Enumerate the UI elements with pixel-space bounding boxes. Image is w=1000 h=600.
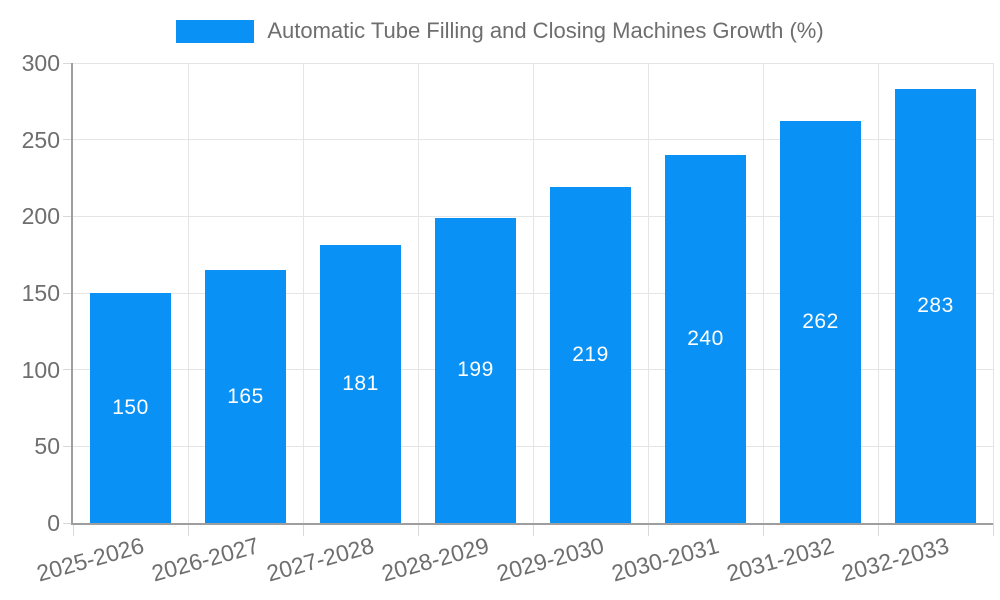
legend-swatch-icon (176, 19, 255, 43)
y-tick-mark (63, 369, 73, 371)
bar-2025-2026[interactable]: 150 (90, 293, 171, 523)
x-tick-mark (532, 523, 534, 536)
x-axis-tick-label: 2029-2030 (493, 532, 607, 587)
y-axis-tick-label: 0 (47, 510, 60, 536)
y-axis-tick-label: 100 (21, 356, 60, 383)
x-gridline (992, 63, 994, 523)
bar-value-label: 219 (572, 343, 609, 367)
y-axis-tick-label: 200 (21, 203, 60, 230)
x-tick-mark (72, 523, 74, 536)
x-tick-mark (762, 523, 764, 536)
x-axis-tick-label: 2028-2029 (378, 532, 492, 587)
x-axis-line (71, 523, 993, 525)
x-tick-mark (877, 523, 879, 536)
bar-2027-2028[interactable]: 181 (320, 245, 401, 523)
y-axis-tick-label: 50 (34, 433, 60, 460)
bar-value-label: 199 (457, 358, 494, 382)
x-tick-mark (187, 523, 189, 536)
x-tick-mark (417, 523, 419, 536)
x-tick-mark (302, 523, 304, 536)
x-axis-tick-label: 2030-2031 (608, 532, 722, 587)
y-axis-tick-label: 250 (21, 126, 60, 153)
y-axis-line (71, 63, 73, 523)
y-tick-mark (63, 62, 73, 64)
x-gridline (302, 63, 304, 523)
bar-2032-2033[interactable]: 283 (895, 89, 976, 523)
legend-label: Automatic Tube Filling and Closing Machi… (267, 18, 824, 43)
chart-legend[interactable]: Automatic Tube Filling and Closing Machi… (0, 18, 1000, 44)
bar-2028-2029[interactable]: 199 (435, 217, 516, 523)
x-axis-tick-label: 2027-2028 (263, 532, 377, 587)
bar-2029-2030[interactable]: 219 (550, 187, 631, 523)
x-tick-mark (992, 523, 994, 536)
bar-value-label: 181 (342, 372, 379, 396)
x-gridline (187, 63, 189, 523)
x-gridline (762, 63, 764, 523)
y-tick-mark (63, 215, 73, 217)
y-tick-mark (63, 139, 73, 141)
x-axis-tick-label: 2026-2027 (148, 532, 262, 587)
bar-value-label: 283 (917, 294, 954, 318)
bar-value-label: 240 (687, 327, 724, 350)
bar-2026-2027[interactable]: 165 (205, 270, 286, 523)
y-axis-tick-label: 300 (21, 50, 60, 76)
y-tick-mark (63, 292, 73, 294)
y-axis-tick-label: 150 (21, 280, 60, 306)
bar-value-label: 165 (227, 384, 264, 408)
bar-value-label: 150 (112, 396, 149, 419)
x-gridline (877, 63, 879, 523)
x-axis-tick-label: 2025-2026 (33, 532, 147, 587)
bar-value-label: 262 (802, 310, 839, 334)
x-gridline (532, 63, 534, 523)
y-tick-mark (63, 445, 73, 447)
x-gridline (417, 63, 419, 523)
bar-2031-2032[interactable]: 262 (780, 121, 861, 523)
x-axis-tick-label: 2032-2033 (838, 532, 952, 587)
bar-2030-2031[interactable]: 240 (665, 155, 746, 523)
x-tick-mark (647, 523, 649, 536)
x-gridline (647, 63, 649, 523)
x-axis-tick-label: 2031-2032 (723, 532, 837, 587)
y-tick-mark (63, 522, 73, 524)
